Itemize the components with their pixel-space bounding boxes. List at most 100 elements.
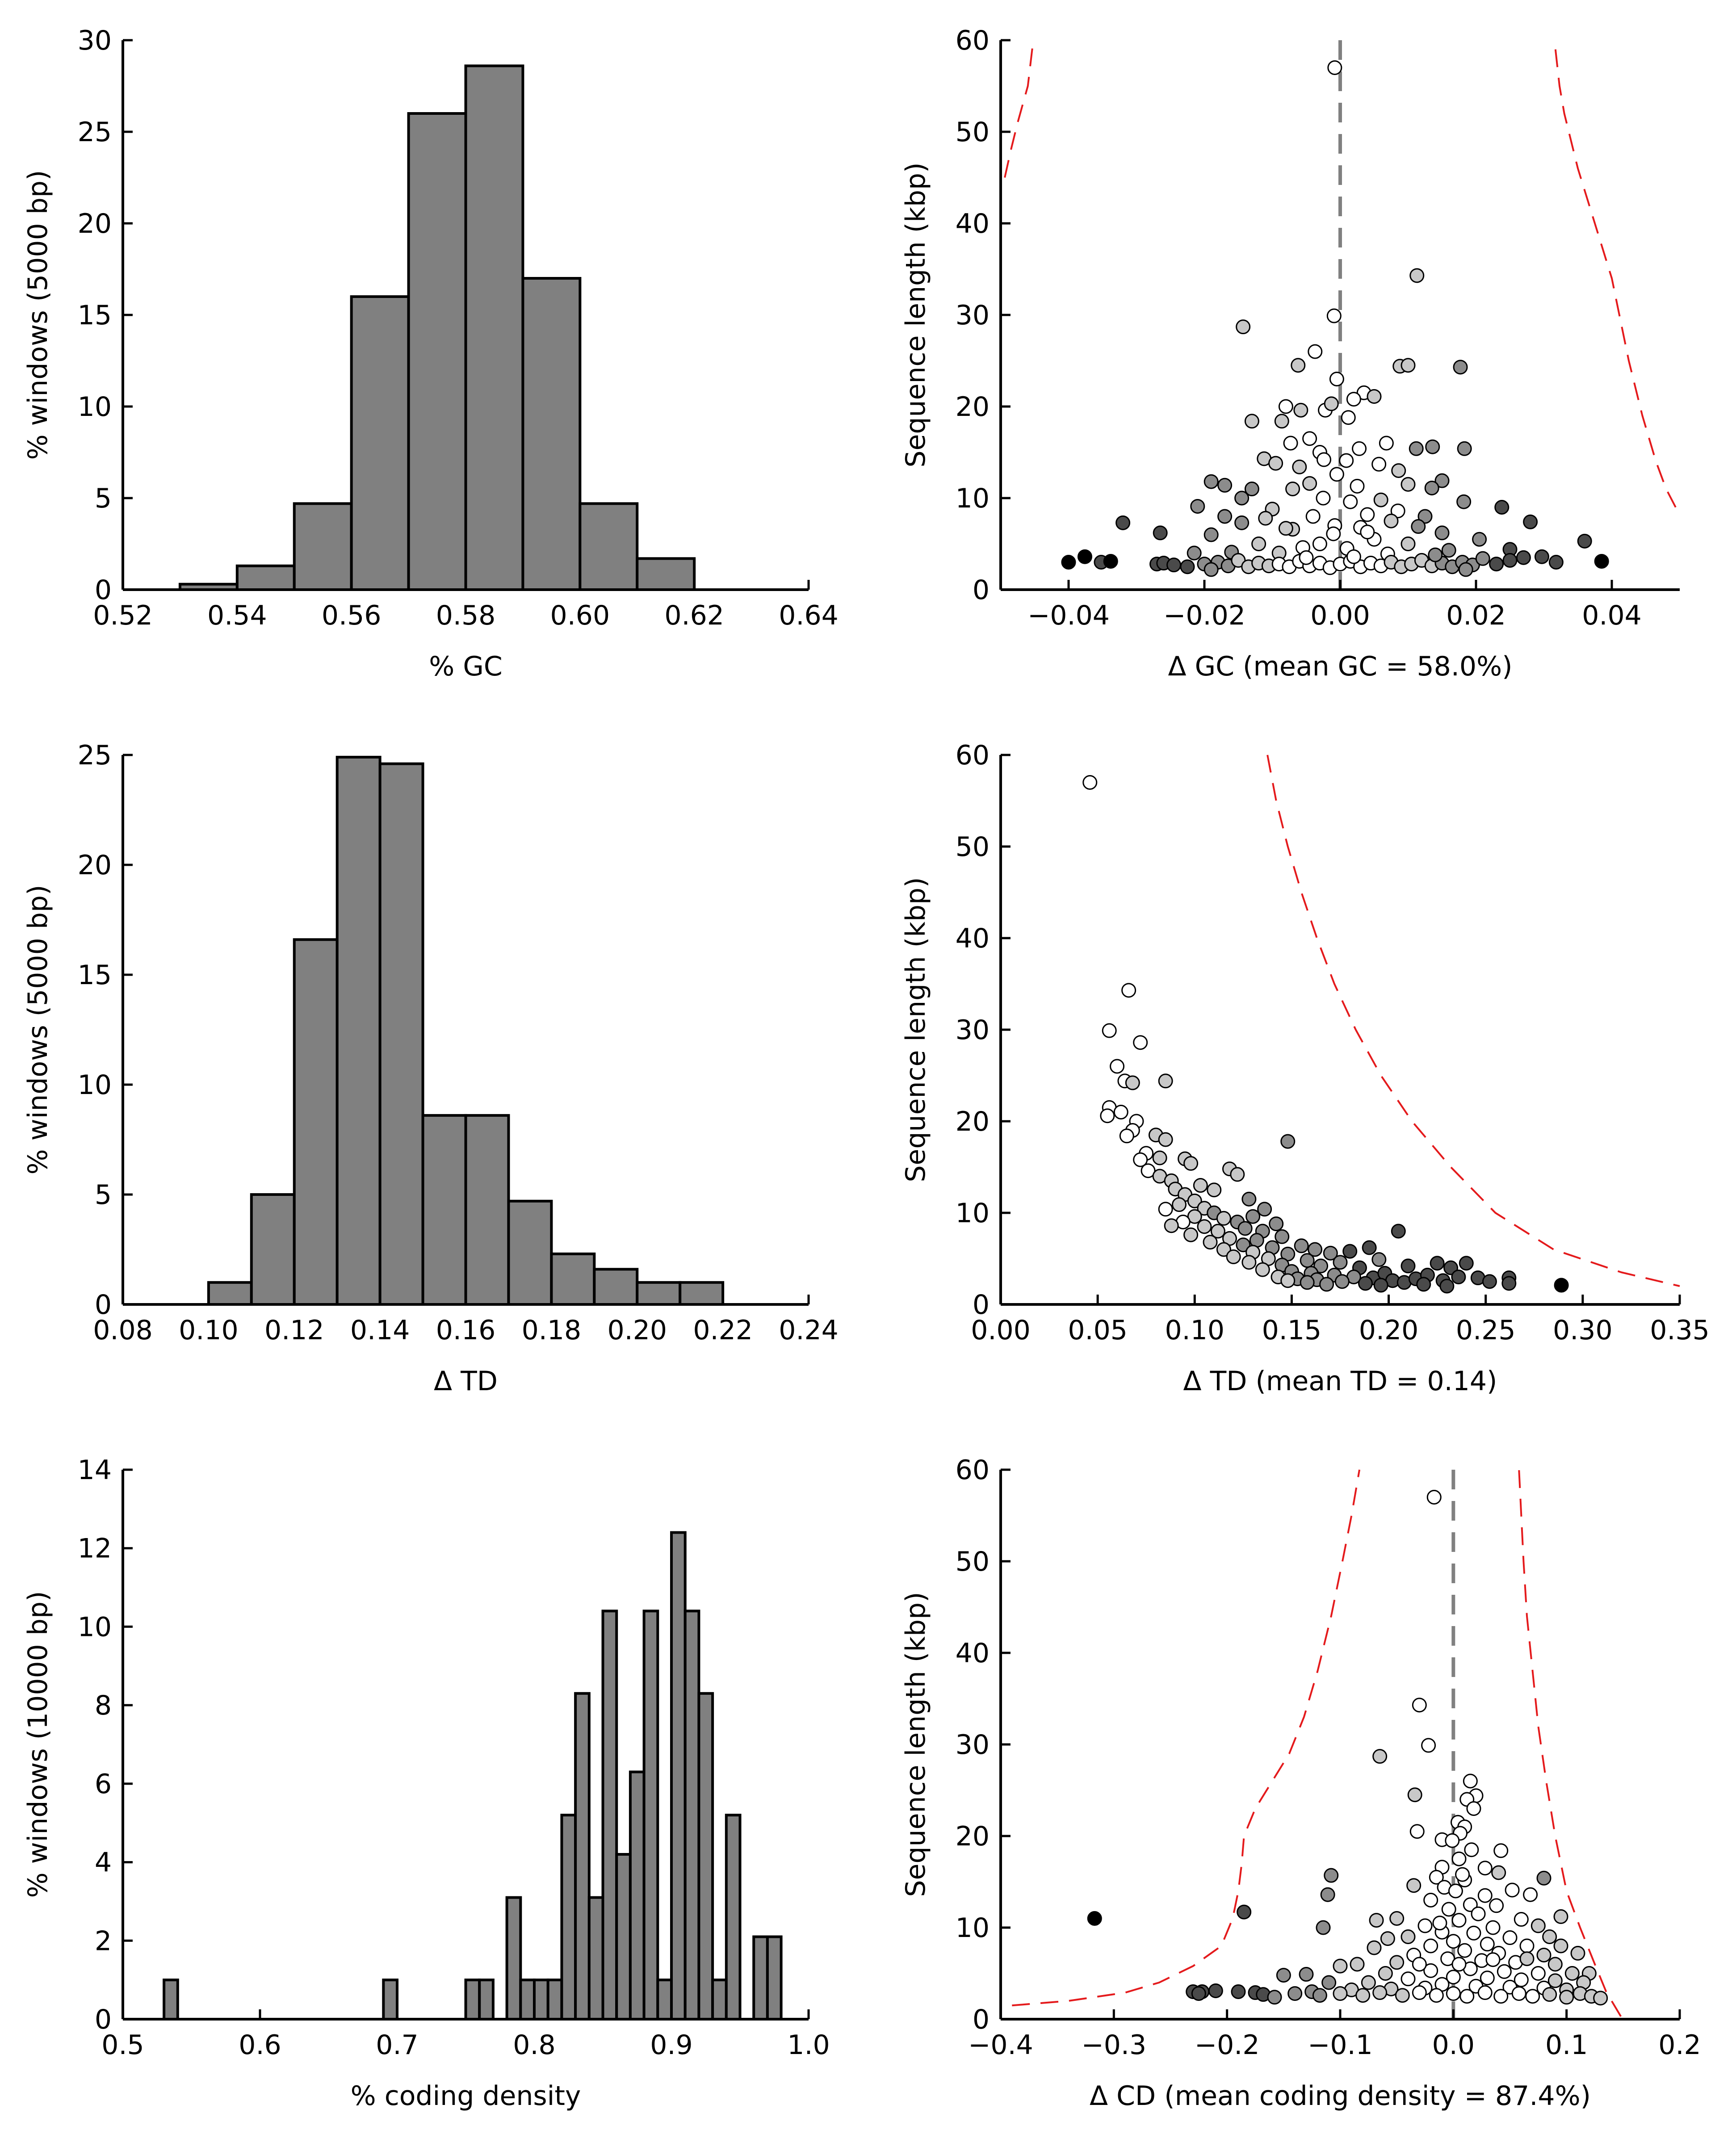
histogram-bar xyxy=(293,938,339,1306)
scatter-point xyxy=(1373,492,1388,507)
histogram-bar xyxy=(615,1853,632,2021)
scatter-point xyxy=(1343,494,1358,509)
histogram-bar xyxy=(636,557,696,591)
scatter-point xyxy=(1183,1156,1199,1171)
scatter-point xyxy=(1531,1918,1546,1933)
x-tick-label: 0.7 xyxy=(376,2029,418,2061)
x-axis-title: Δ CD (mean coding density = 87.4%) xyxy=(1090,2080,1591,2112)
scatter-point xyxy=(1451,1270,1466,1284)
scatter-point xyxy=(1230,1167,1245,1182)
y-axis-title: % windows (5000 bp) xyxy=(22,885,54,1175)
scatter-point xyxy=(1299,1967,1314,1982)
scatter-point xyxy=(1324,396,1339,411)
scatter-point xyxy=(1187,545,1202,561)
scatter-point xyxy=(1542,1987,1557,2002)
scatter-point xyxy=(1379,436,1394,451)
scatter-point xyxy=(1244,414,1259,429)
y-tick-label: 10 xyxy=(78,391,112,423)
y-tick-label: 0 xyxy=(973,2004,990,2035)
x-tick-label: −0.4 xyxy=(968,2029,1033,2061)
scatter-point xyxy=(1216,1242,1231,1257)
x-tick-label: 0.00 xyxy=(1310,600,1370,631)
histogram-bar xyxy=(752,1935,769,2021)
y-axis-title: Sequence length (kbp) xyxy=(900,877,931,1182)
y-tick-label: 8 xyxy=(95,1690,112,1721)
histogram-bar xyxy=(574,1692,591,2021)
scatter-point xyxy=(1411,519,1426,534)
x-tick-label: 0.12 xyxy=(264,1315,324,1346)
scatter-point xyxy=(1350,1957,1365,1972)
scatter-point xyxy=(1269,1216,1284,1232)
scatter-point xyxy=(1434,473,1450,488)
scatter-point xyxy=(1326,308,1342,323)
scatter-point xyxy=(1251,537,1266,551)
scatter-point xyxy=(1316,1920,1331,1935)
y-tick-label: 60 xyxy=(956,25,990,56)
scatter-point xyxy=(1459,1989,1475,2004)
x-tick-label: −0.1 xyxy=(1308,2029,1373,2061)
scatter-point xyxy=(1283,436,1298,451)
x-tick-label: 0.56 xyxy=(322,600,382,631)
scatter-point xyxy=(1519,1938,1535,1954)
scatter-point xyxy=(1480,1970,1495,1986)
scatter-point xyxy=(1208,1983,1223,1998)
scatter-point xyxy=(1121,983,1136,998)
x-tick-label: 0.6 xyxy=(239,2029,281,2061)
x-tick-label: 0.20 xyxy=(1359,1315,1419,1346)
scatter-point xyxy=(1390,503,1405,519)
histogram-bar xyxy=(679,1281,725,1306)
scatter-point xyxy=(1401,477,1416,492)
x-axis-title: Δ GC (mean GC = 58.0%) xyxy=(1168,651,1512,682)
y-tick-label: 6 xyxy=(95,1769,112,1800)
scatter-point xyxy=(1371,457,1387,472)
scatter-point xyxy=(1258,511,1273,526)
scatter-point xyxy=(1278,399,1293,414)
scatter-point xyxy=(1158,1202,1173,1217)
scatter-point xyxy=(1494,500,1510,515)
scatter-point xyxy=(1334,1274,1350,1289)
scatter-point xyxy=(1373,1278,1388,1293)
scatter-point xyxy=(1441,1902,1456,1917)
scatter-point xyxy=(1401,358,1416,373)
scatter-point xyxy=(1475,551,1490,566)
y-tick-label: 14 xyxy=(78,1455,112,1486)
histogram-bar xyxy=(519,1979,536,2021)
scatter-point xyxy=(1133,1035,1148,1050)
x-tick-label: 0.54 xyxy=(207,600,267,631)
x-tick-label: 0.1 xyxy=(1545,2029,1588,2061)
scatter-point xyxy=(1339,453,1354,468)
histogram-bar xyxy=(235,564,296,591)
scatter-point xyxy=(1313,1258,1329,1274)
scatter-point xyxy=(1312,537,1327,551)
scatter-point xyxy=(1361,1975,1376,1990)
x-tick-label: 0.14 xyxy=(350,1315,410,1346)
scatter-point xyxy=(1459,1256,1474,1271)
scatter-point xyxy=(1294,1238,1309,1253)
y-tick-label: 0 xyxy=(95,2004,112,2035)
scatter-point xyxy=(1489,1898,1504,1913)
scatter-point xyxy=(1423,1893,1438,1907)
scatter-point xyxy=(1216,1211,1231,1226)
y-tick-label: 0 xyxy=(95,574,112,606)
x-tick-label: 0.04 xyxy=(1582,600,1642,631)
y-tick-label: 50 xyxy=(956,117,990,148)
y-axis-title: % windows (5000 bp) xyxy=(22,170,54,460)
scatter-point xyxy=(1485,1952,1501,1967)
x-tick-label: −0.04 xyxy=(1027,600,1110,631)
x-tick-label: 1.0 xyxy=(787,2029,830,2061)
scatter-point xyxy=(1519,1951,1535,1966)
y-tick-label: 0 xyxy=(973,574,990,606)
scatter-point xyxy=(1367,1940,1382,1955)
y-tick-label: 20 xyxy=(956,1821,990,1852)
scatter-point xyxy=(1489,557,1504,572)
scatter-point xyxy=(1268,456,1283,471)
scatter-point xyxy=(1341,410,1356,425)
x-tick-label: 0.9 xyxy=(650,2029,692,2061)
histogram-bar xyxy=(250,1193,296,1306)
histogram-bar xyxy=(207,1281,253,1306)
scatter-point xyxy=(1362,1240,1377,1255)
x-tick-label: 0.22 xyxy=(693,1315,753,1346)
scatter-point xyxy=(1320,1887,1335,1902)
scatter-point xyxy=(1455,1867,1470,1882)
